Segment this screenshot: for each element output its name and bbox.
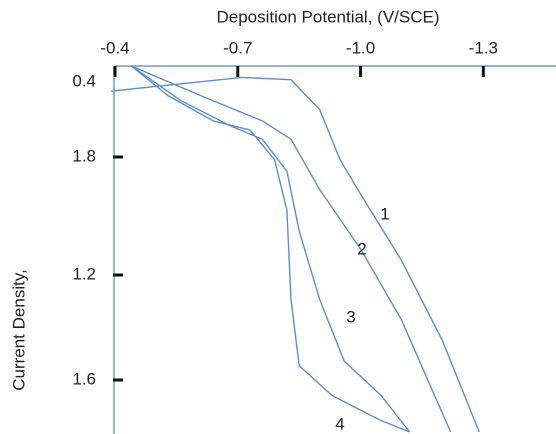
x-tick-label: -0.4 <box>100 38 129 57</box>
curve-label: 4 <box>335 414 344 433</box>
y-tick-label: 1.8 <box>72 146 96 165</box>
y-axis-title: Current Density, <box>9 269 28 391</box>
curve <box>110 76 480 433</box>
y-tick-label: 0.4 <box>72 71 96 90</box>
y-tick-label: 1.2 <box>72 264 96 283</box>
curve-label: 2 <box>357 239 366 258</box>
curve-label: 1 <box>380 204 389 223</box>
curve-label: 3 <box>346 307 355 326</box>
x-tick-label: -1.3 <box>469 38 498 57</box>
x-tick-label: -0.7 <box>223 38 252 57</box>
curve <box>130 65 410 433</box>
curve <box>131 65 452 433</box>
curve <box>130 65 411 433</box>
y-tick-label: 1.6 <box>72 369 96 388</box>
x-tick-label: -1.0 <box>346 38 375 57</box>
x-axis-title: Deposition Potential, (V/SCE) <box>217 7 440 26</box>
